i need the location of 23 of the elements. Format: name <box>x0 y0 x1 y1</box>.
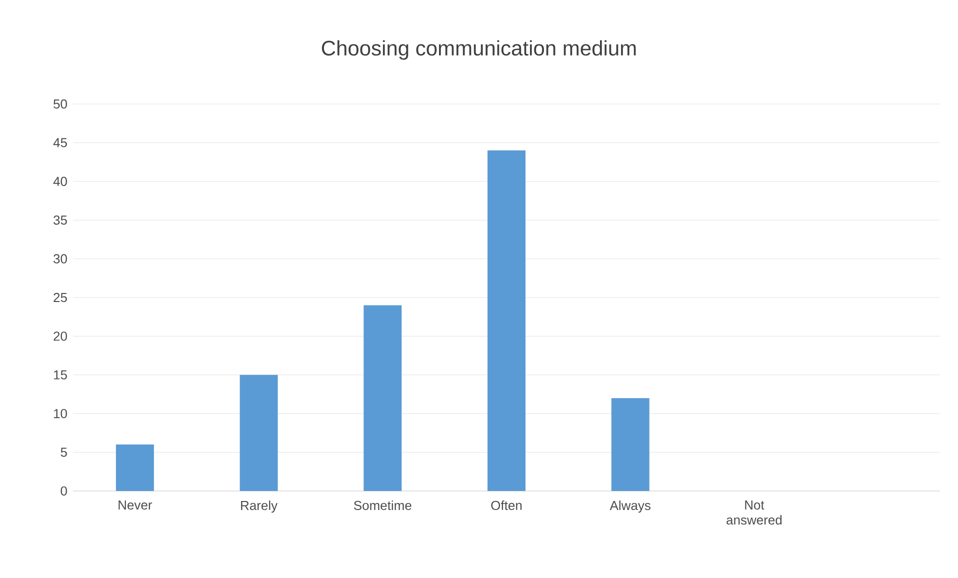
y-tick-label: 10 <box>54 408 67 418</box>
x-tick-label: Rarely <box>241 500 278 513</box>
y-tick-label: 50 <box>54 99 67 109</box>
y-tick-label: 35 <box>54 215 67 225</box>
bar <box>116 444 154 491</box>
x-tick-label: Always <box>610 500 650 513</box>
y-tick-label: 25 <box>54 292 67 302</box>
x-tick-label: Often <box>491 500 522 510</box>
bar <box>611 398 650 491</box>
y-tick-label: 0 <box>60 486 67 496</box>
y-tick-label: 45 <box>53 138 67 148</box>
bar <box>364 305 402 491</box>
x-tick-label: Never <box>118 500 152 510</box>
bar <box>488 150 526 491</box>
chart-title: Choosing communication medium <box>322 40 636 60</box>
y-tick-label: 5 <box>60 448 67 457</box>
bar <box>240 374 278 491</box>
y-tick-label: 15 <box>54 370 67 380</box>
y-tick-label: 20 <box>54 332 67 341</box>
x-tick-label: Not answered <box>726 500 782 525</box>
x-tick-label: Sometime <box>354 500 412 510</box>
y-tick-label: 40 <box>53 176 67 186</box>
y-tick-label: 30 <box>54 254 67 264</box>
